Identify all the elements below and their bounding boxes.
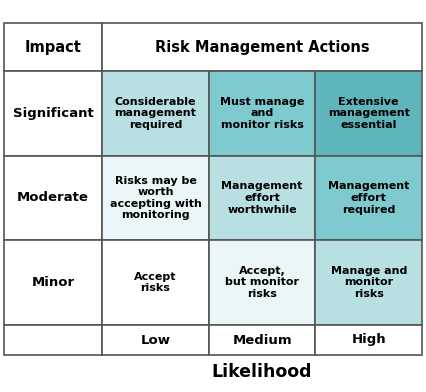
Bar <box>209 240 315 325</box>
Text: Impact: Impact <box>25 40 81 55</box>
Bar <box>4 240 102 325</box>
Bar <box>315 71 422 156</box>
Text: Accept,
but monitor
risks: Accept, but monitor risks <box>225 266 299 299</box>
Text: Management
effort
required: Management effort required <box>328 181 409 214</box>
Bar <box>102 23 422 71</box>
Text: Management
effort
worthwhile: Management effort worthwhile <box>222 181 303 214</box>
Text: Medium: Medium <box>232 334 292 347</box>
Text: Must manage
and
monitor risks: Must manage and monitor risks <box>220 97 304 130</box>
Bar <box>315 240 422 325</box>
Text: Moderate: Moderate <box>17 191 89 204</box>
Bar <box>209 71 315 156</box>
Text: Significant: Significant <box>13 107 93 120</box>
Text: Manage and
monitor
risks: Manage and monitor risks <box>331 266 407 299</box>
Text: Likelihood: Likelihood <box>212 363 312 381</box>
Bar <box>4 23 102 71</box>
Text: Low: Low <box>141 334 170 347</box>
Bar <box>4 71 102 156</box>
Bar <box>4 156 102 240</box>
Text: Considerable
management
required: Considerable management required <box>115 97 196 130</box>
Bar <box>315 156 422 240</box>
Text: Minor: Minor <box>32 276 75 289</box>
Bar <box>102 240 209 325</box>
Text: Accept
risks: Accept risks <box>134 272 177 293</box>
Bar <box>4 325 102 356</box>
Bar <box>209 325 315 356</box>
Bar <box>102 71 209 156</box>
Bar <box>102 156 209 240</box>
Text: Risks may be
worth
accepting with
monitoring: Risks may be worth accepting with monito… <box>109 176 201 220</box>
Text: Risk Management Actions: Risk Management Actions <box>155 40 369 55</box>
Bar <box>209 156 315 240</box>
Text: Extensive
management
essential: Extensive management essential <box>328 97 410 130</box>
Text: High: High <box>351 334 386 347</box>
Bar <box>315 325 422 356</box>
Bar <box>102 325 209 356</box>
